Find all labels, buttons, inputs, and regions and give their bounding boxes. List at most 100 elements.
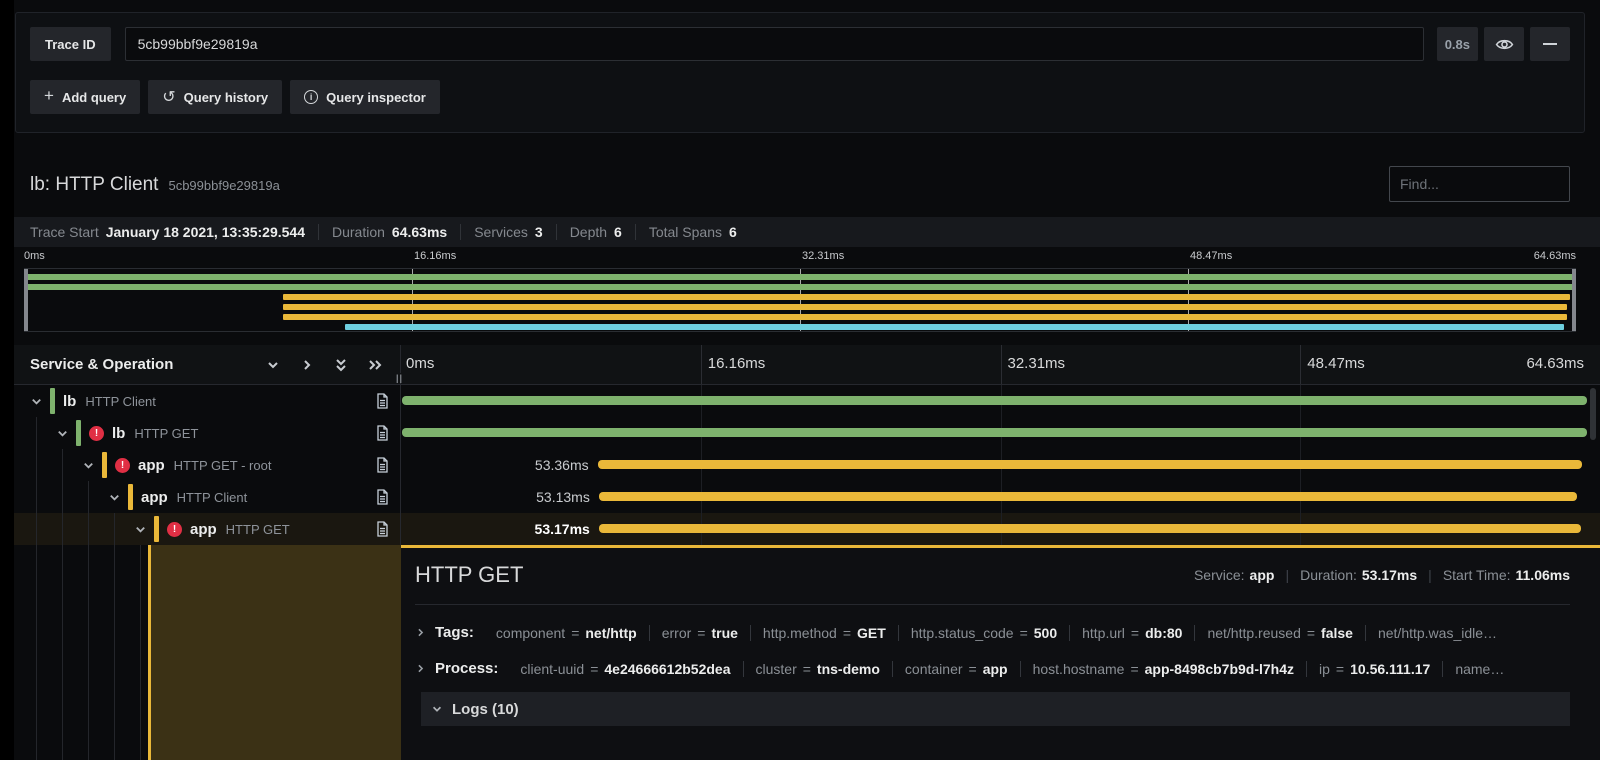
error-icon: ! bbox=[115, 457, 130, 473]
indent-guide bbox=[36, 417, 37, 449]
span-row-selected[interactable]: ! app HTTP GET 53.17ms bbox=[14, 513, 1600, 545]
query-inspector-button[interactable]: i Query inspector bbox=[290, 80, 440, 114]
tags-label[interactable]: Tags: bbox=[435, 624, 474, 641]
collapse-one-icon[interactable] bbox=[266, 358, 280, 372]
meta-total-spans: Total Spans 6 bbox=[634, 224, 750, 240]
minimap-right-handle[interactable] bbox=[1572, 269, 1576, 331]
chevron-down-icon[interactable] bbox=[30, 395, 43, 408]
error-icon: ! bbox=[89, 425, 104, 441]
span-logs-icon[interactable] bbox=[376, 521, 389, 537]
expand-all-icon[interactable] bbox=[368, 358, 382, 372]
service-color-bar bbox=[154, 516, 159, 542]
process-pair[interactable]: client-uuid = 4e24666612b52dea bbox=[520, 660, 731, 677]
process-label[interactable]: Process: bbox=[435, 660, 499, 677]
service-operation-header: Service & Operation bbox=[30, 356, 174, 373]
find-input[interactable] bbox=[1389, 166, 1570, 202]
add-query-button[interactable]: + Add query bbox=[30, 80, 141, 114]
span-bar[interactable] bbox=[597, 460, 1582, 469]
tag-pair[interactable]: net/http.reused = false bbox=[1194, 624, 1365, 641]
minus-icon bbox=[1543, 43, 1557, 45]
indent-guide bbox=[62, 545, 63, 760]
meta-services: Services 3 bbox=[460, 224, 555, 240]
toggle-visibility-button[interactable] bbox=[1484, 27, 1524, 61]
indent-guide bbox=[88, 481, 89, 513]
process-row: Process: client-uuid = 4e24666612b52dea cl… bbox=[415, 660, 1570, 677]
minimap-span-bar bbox=[283, 304, 1567, 310]
span-row[interactable]: ! lb HTTP GET bbox=[14, 417, 1600, 449]
span-row[interactable]: lb HTTP Client bbox=[14, 385, 1600, 417]
logs-section-toggle[interactable]: Logs (10) bbox=[421, 692, 1570, 726]
tag-pair[interactable]: component = net/http bbox=[495, 624, 637, 641]
span-detail-tree-gutter bbox=[14, 545, 401, 760]
span-bar[interactable] bbox=[402, 396, 1587, 405]
span-bar[interactable] bbox=[402, 428, 1587, 437]
indent-guide bbox=[140, 545, 141, 760]
minimap-left-handle[interactable] bbox=[24, 269, 28, 331]
column-resize-handle[interactable]: || bbox=[394, 373, 404, 383]
timeline-gridline bbox=[1000, 345, 1002, 384]
query-history-button[interactable]: ↺ Query history bbox=[148, 80, 283, 114]
chevron-down-icon[interactable] bbox=[82, 459, 95, 472]
minimap-span-bar bbox=[283, 294, 1570, 300]
span-logs-icon[interactable] bbox=[376, 393, 389, 409]
process-pair[interactable]: name… bbox=[1442, 660, 1516, 677]
span-logs-icon[interactable] bbox=[376, 489, 389, 505]
scrollbar-thumb[interactable] bbox=[1590, 388, 1596, 440]
chevron-down-icon bbox=[432, 706, 442, 712]
process-pair[interactable]: cluster = tns-demo bbox=[742, 660, 892, 677]
indent-guide bbox=[62, 513, 63, 545]
query-duration-badge: 0.8s bbox=[1436, 27, 1478, 61]
span-row[interactable]: app HTTP Client 53.13ms bbox=[14, 481, 1600, 513]
process-pair[interactable]: container = app bbox=[891, 660, 1020, 677]
trace-id-label: Trace ID bbox=[30, 27, 111, 61]
span-detail-meta: Service: app | Duration: 53.17ms | Start T… bbox=[1193, 567, 1570, 583]
span-detail-panel: HTTP GET Service: app | Duration: 53.17ms … bbox=[401, 545, 1600, 760]
tag-pair[interactable]: http.url = db:80 bbox=[1069, 624, 1194, 641]
minimap-span-bar bbox=[25, 274, 1575, 280]
span-operation: HTTP Client bbox=[85, 393, 156, 409]
span-table-header: Service & Operation || 0ms 16.16ms 32.31… bbox=[14, 345, 1600, 385]
tag-pair[interactable]: http.status_code = 500 bbox=[897, 624, 1069, 641]
span-bar[interactable] bbox=[598, 492, 1578, 501]
minimap-gridline bbox=[412, 269, 413, 331]
error-icon: ! bbox=[167, 521, 182, 537]
trace-id-input[interactable] bbox=[124, 27, 1424, 61]
process-pair[interactable]: host.hostname = app-8498cb7b9d-l7h4z bbox=[1019, 660, 1306, 677]
remove-query-button[interactable] bbox=[1530, 27, 1570, 61]
span-logs-icon[interactable] bbox=[376, 425, 389, 441]
minimap-gridline bbox=[800, 269, 801, 331]
minimap-axis: 0ms 16.16ms 32.31ms 48.47ms 64.63ms bbox=[24, 250, 1576, 262]
minimap-gridline bbox=[1188, 269, 1189, 331]
trace-id-short: 5cb99bbf9e29819a bbox=[168, 178, 280, 193]
span-operation: HTTP GET - root bbox=[173, 457, 272, 473]
indent-guide bbox=[36, 513, 37, 545]
chevron-right-icon[interactable] bbox=[415, 627, 426, 638]
indent-guide bbox=[88, 545, 89, 760]
chevron-down-icon[interactable] bbox=[108, 491, 121, 504]
span-logs-icon[interactable] bbox=[376, 457, 389, 473]
tag-pair[interactable]: error = true bbox=[648, 624, 750, 641]
minimap-viewport[interactable] bbox=[24, 268, 1576, 332]
span-service: lb bbox=[63, 392, 77, 410]
expand-one-icon[interactable] bbox=[300, 358, 314, 372]
tag-pair[interactable]: net/http.was_idle… bbox=[1364, 624, 1509, 641]
indent-guide bbox=[114, 545, 115, 760]
trace-header: lb: HTTP Client 5cb99bbf9e29819a bbox=[14, 140, 1600, 212]
trace-view-app: Trace ID 0.8s + Add query bbox=[14, 0, 1600, 760]
span-service: lb bbox=[112, 424, 126, 442]
process-pair[interactable]: ip = 10.56.111.17 bbox=[1306, 660, 1442, 677]
timeline-axis: 0ms 16.16ms 32.31ms 48.47ms 64.63ms bbox=[401, 345, 1600, 384]
meta-trace-start: Trace Start January 18 2021, 13:35:29.544 bbox=[30, 224, 305, 240]
indent-guide bbox=[36, 449, 37, 481]
span-bar[interactable] bbox=[598, 524, 1581, 533]
chevron-down-icon[interactable] bbox=[56, 427, 69, 440]
chevron-right-icon[interactable] bbox=[415, 663, 426, 674]
indent-guide bbox=[62, 481, 63, 513]
tag-pair[interactable]: http.method = GET bbox=[749, 624, 898, 641]
selected-span-color-strip bbox=[148, 545, 151, 760]
chevron-down-icon[interactable] bbox=[134, 523, 147, 536]
indent-guide bbox=[88, 513, 89, 545]
indent-guide bbox=[62, 449, 63, 481]
span-row[interactable]: ! app HTTP GET - root 53.36ms bbox=[14, 449, 1600, 481]
collapse-all-icon[interactable] bbox=[334, 358, 348, 372]
